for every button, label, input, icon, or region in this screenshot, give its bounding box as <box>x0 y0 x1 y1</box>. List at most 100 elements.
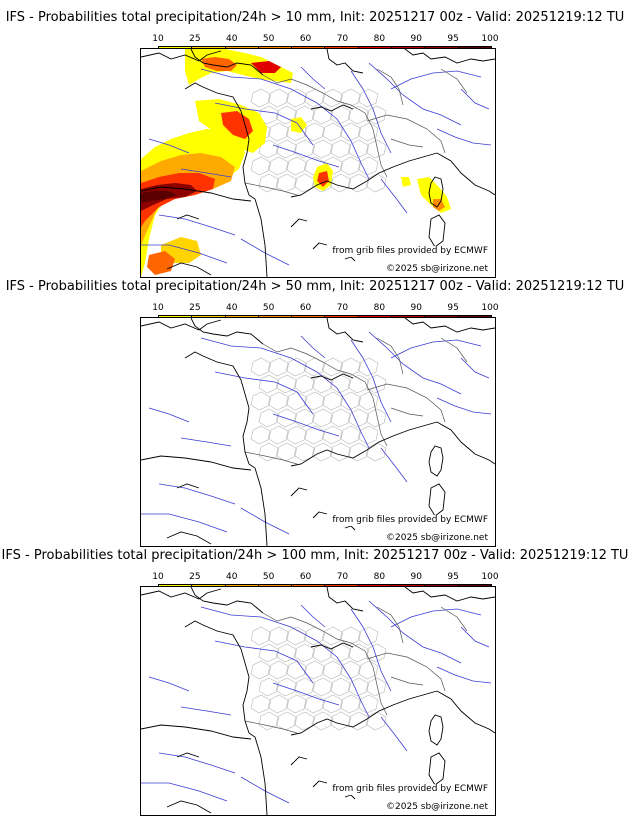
colorbar-tick-label: 25 <box>189 572 201 582</box>
coastline <box>166 800 212 814</box>
department-boundary <box>294 677 315 697</box>
coastline <box>310 642 354 650</box>
department-boundary <box>312 408 333 428</box>
precipitation-field <box>141 49 451 277</box>
coastline <box>290 487 308 497</box>
river <box>200 68 370 180</box>
country-borders <box>244 606 468 734</box>
country-border <box>390 407 424 417</box>
department-boundary <box>312 643 333 663</box>
department-boundary <box>312 139 333 159</box>
department-boundary <box>358 425 379 445</box>
country-border <box>376 606 404 644</box>
department-boundary <box>250 660 271 680</box>
river <box>240 507 290 535</box>
coastline <box>190 587 264 614</box>
map-canvas <box>141 49 495 277</box>
river <box>272 144 340 168</box>
corsica-coastline <box>428 714 444 746</box>
department-boundary <box>366 139 387 159</box>
department-boundary <box>304 391 325 411</box>
department-boundary <box>268 425 289 445</box>
department-boundary <box>348 408 369 428</box>
coastline <box>290 218 308 228</box>
precipitation-area <box>141 191 177 203</box>
map-canvas <box>141 587 495 815</box>
department-boundary <box>304 425 325 445</box>
country-border <box>366 383 446 423</box>
sardinia-coastline <box>428 214 446 248</box>
rivers <box>141 62 492 266</box>
precip-map: from grib files provided by ECMWF ©2025 … <box>140 317 496 547</box>
colorbar-tick-label: 100 <box>481 572 499 582</box>
precipitation-area <box>291 117 307 133</box>
panel-100mm: IFS - Probabilities total precipitation/… <box>0 548 630 818</box>
coastline <box>310 104 354 112</box>
river <box>350 70 392 154</box>
coastline <box>436 152 495 196</box>
department-boundary <box>358 391 379 411</box>
country-borders <box>244 68 468 196</box>
department-boundary <box>340 88 361 108</box>
colorbar-tick-label: 70 <box>336 34 349 44</box>
department-boundary <box>358 156 379 176</box>
coastline <box>404 49 495 64</box>
river <box>300 66 326 90</box>
department-boundary <box>348 643 369 663</box>
coastline <box>141 186 252 202</box>
coastline <box>166 262 212 276</box>
coastline <box>344 525 356 531</box>
country-border <box>366 114 446 154</box>
river <box>460 626 490 648</box>
precipitation-area <box>201 57 237 71</box>
department-boundary <box>258 711 279 731</box>
coastline <box>326 587 364 612</box>
department-boundary <box>276 408 297 428</box>
colorbar-tick-label: 60 <box>299 572 312 582</box>
department-boundary <box>340 122 361 142</box>
panel-title: IFS - Probabilities total precipitation/… <box>5 279 625 294</box>
department-boundary <box>348 711 369 731</box>
department-boundary <box>276 643 297 663</box>
river <box>158 752 236 774</box>
department-boundary <box>286 88 307 108</box>
river <box>214 102 314 146</box>
department-boundary <box>294 374 315 394</box>
river <box>390 608 482 628</box>
department-boundary <box>250 391 271 411</box>
department-boundary <box>258 408 279 428</box>
department-boundary <box>276 374 297 394</box>
department-boundary <box>340 357 361 377</box>
coastline <box>290 421 438 467</box>
coastline <box>326 49 364 74</box>
colorbar-tick-label: 90 <box>410 572 422 582</box>
department-boundary <box>312 374 333 394</box>
river <box>200 606 370 718</box>
coastline <box>344 256 356 262</box>
corsica-coastline <box>428 445 444 477</box>
coastline <box>254 198 268 277</box>
river <box>300 604 326 628</box>
department-boundary <box>322 425 343 445</box>
colorbar-tick-label: 90 <box>410 303 422 313</box>
department-boundary <box>340 391 361 411</box>
river <box>180 706 232 716</box>
precip-map: from grib files provided by ECMWF ©2025 … <box>140 586 496 816</box>
river <box>148 676 190 692</box>
department-boundary <box>268 660 289 680</box>
department-boundary <box>276 173 297 193</box>
colorbar-tick-label: 80 <box>373 303 386 313</box>
department-boundary <box>330 105 351 125</box>
river <box>272 413 340 437</box>
colorbar-tick-label: 10 <box>152 34 164 44</box>
department-boundary <box>340 425 361 445</box>
department-boundary <box>304 122 325 142</box>
country-border <box>440 68 468 94</box>
coastlines <box>141 587 495 815</box>
coastline <box>184 620 256 738</box>
department-boundary <box>250 626 271 646</box>
coastline <box>312 780 328 788</box>
department-boundary <box>348 173 369 193</box>
department-boundary <box>330 711 351 731</box>
source-credit: from grib files provided by ECMWF <box>331 784 489 795</box>
